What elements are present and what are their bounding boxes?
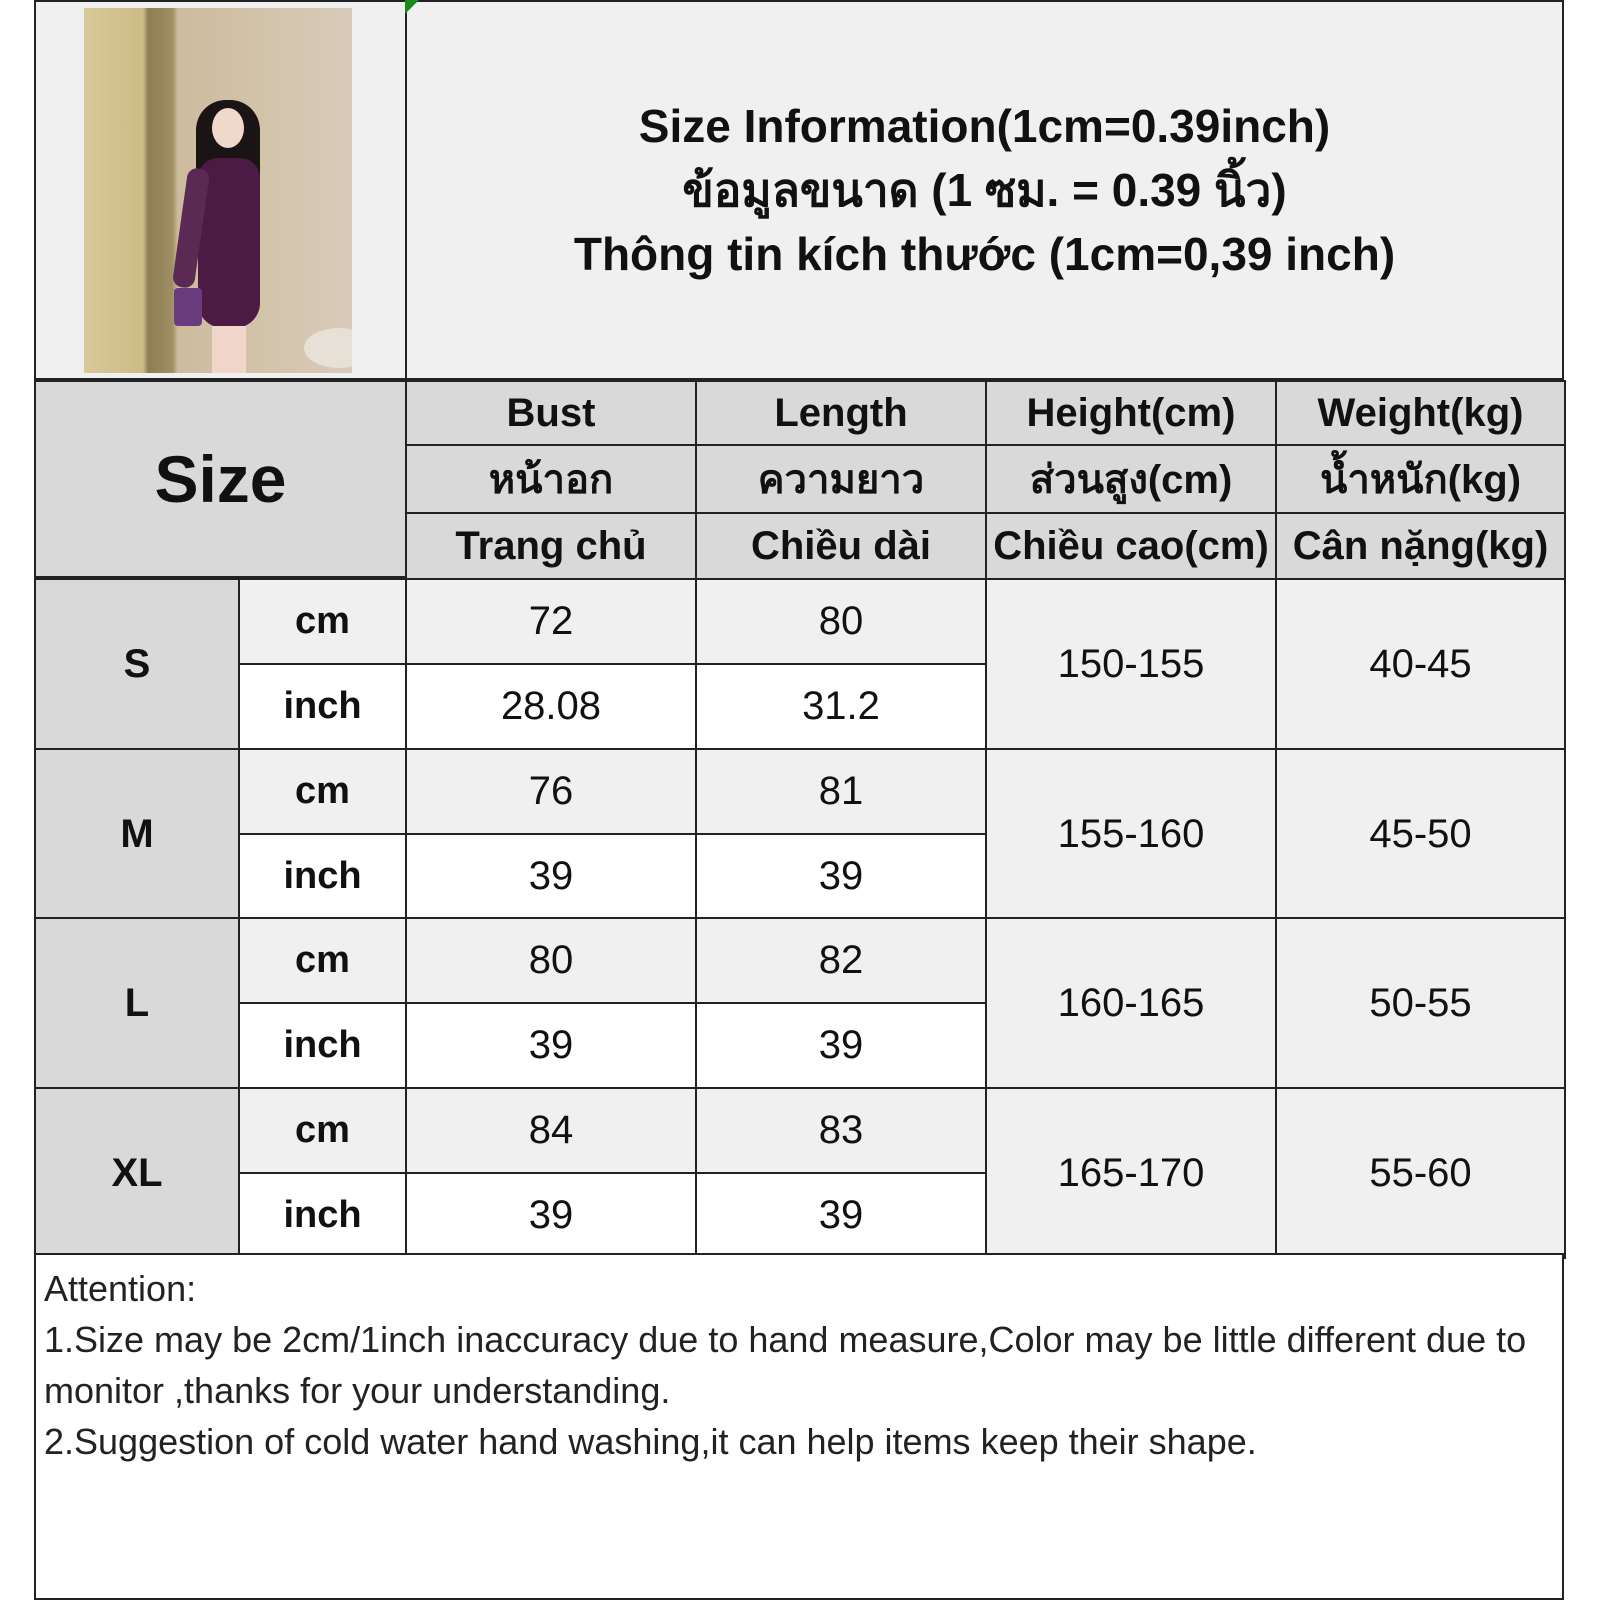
size-label: L [34,917,240,1089]
unit-label-inch: inch [238,1172,407,1259]
column-header-vi: Cân nặng(kg) [1275,512,1566,580]
table-image [304,328,352,368]
bust-inch: 39 [405,1172,697,1259]
unit-label-cm: cm [238,578,407,665]
column-header-en: Length [695,380,987,446]
cell-marker-icon [405,0,419,14]
dress-shape [198,158,260,328]
column-header-en: Bust [405,380,697,446]
notes-heading: Attention: [44,1268,197,1309]
column-header-en: Height(cm) [985,380,1277,446]
face-shape [212,108,244,148]
height-range: 150-155 [985,578,1277,750]
note-line-1: 1.Size may be 2cm/1inch inaccuracy due t… [44,1319,1527,1411]
handbag-shape [174,288,202,326]
column-header-en: Weight(kg) [1275,380,1566,446]
bust-inch: 39 [405,833,697,920]
unit-label-inch: inch [238,833,407,920]
title-thai: ข้อมูลขนาด (1 ซม. = 0.39 นิ้ว) [682,164,1287,216]
product-photo [84,8,352,373]
weight-range: 45-50 [1275,748,1566,920]
bust-cm: 76 [405,748,697,835]
column-header-vi: Chiều dài [695,512,987,580]
title-vietnamese: Thông tin kích thước (1cm=0,39 inch) [573,228,1396,280]
title-cell: Size Information(1cm=0.39inch) ข้อมูลขนา… [405,0,1564,380]
weight-range: 40-45 [1275,578,1566,750]
title-english: Size Information(1cm=0.39inch) [638,100,1331,152]
length-inch: 31.2 [695,663,987,750]
column-header-th: ความยาว [695,444,987,514]
column-header-vi: Trang chủ [405,512,697,580]
unit-label-cm: cm [238,1087,407,1174]
bust-cm: 72 [405,578,697,665]
unit-label-inch: inch [238,1002,407,1089]
length-inch: 39 [695,1002,987,1089]
unit-label-cm: cm [238,748,407,835]
length-cm: 81 [695,748,987,835]
unit-label-inch: inch [238,663,407,750]
bust-cm: 84 [405,1087,697,1174]
length-cm: 80 [695,578,987,665]
weight-range: 50-55 [1275,917,1566,1089]
height-range: 155-160 [985,748,1277,920]
size-label: S [34,578,240,750]
size-header: Size [34,380,407,578]
height-range: 160-165 [985,917,1277,1089]
length-cm: 82 [695,917,987,1004]
weight-range: 55-60 [1275,1087,1566,1259]
size-label: M [34,748,240,920]
column-header-th: น้ำหนัก(kg) [1275,444,1566,514]
bust-inch: 39 [405,1002,697,1089]
length-inch: 39 [695,833,987,920]
size-label: XL [34,1087,240,1259]
length-inch: 39 [695,1172,987,1259]
note-line-2: 2.Suggestion of cold water hand washing,… [44,1421,1257,1462]
bust-inch: 28.08 [405,663,697,750]
height-range: 165-170 [985,1087,1277,1259]
column-header-th: ส่วนสูง(cm) [985,444,1277,514]
length-cm: 83 [695,1087,987,1174]
bust-cm: 80 [405,917,697,1004]
unit-label-cm: cm [238,917,407,1004]
notes-section: Attention: 1.Size may be 2cm/1inch inacc… [34,1253,1564,1600]
column-header-th: หน้าอก [405,444,697,514]
column-header-vi: Chiều cao(cm) [985,512,1277,580]
legs-shape [212,326,246,373]
